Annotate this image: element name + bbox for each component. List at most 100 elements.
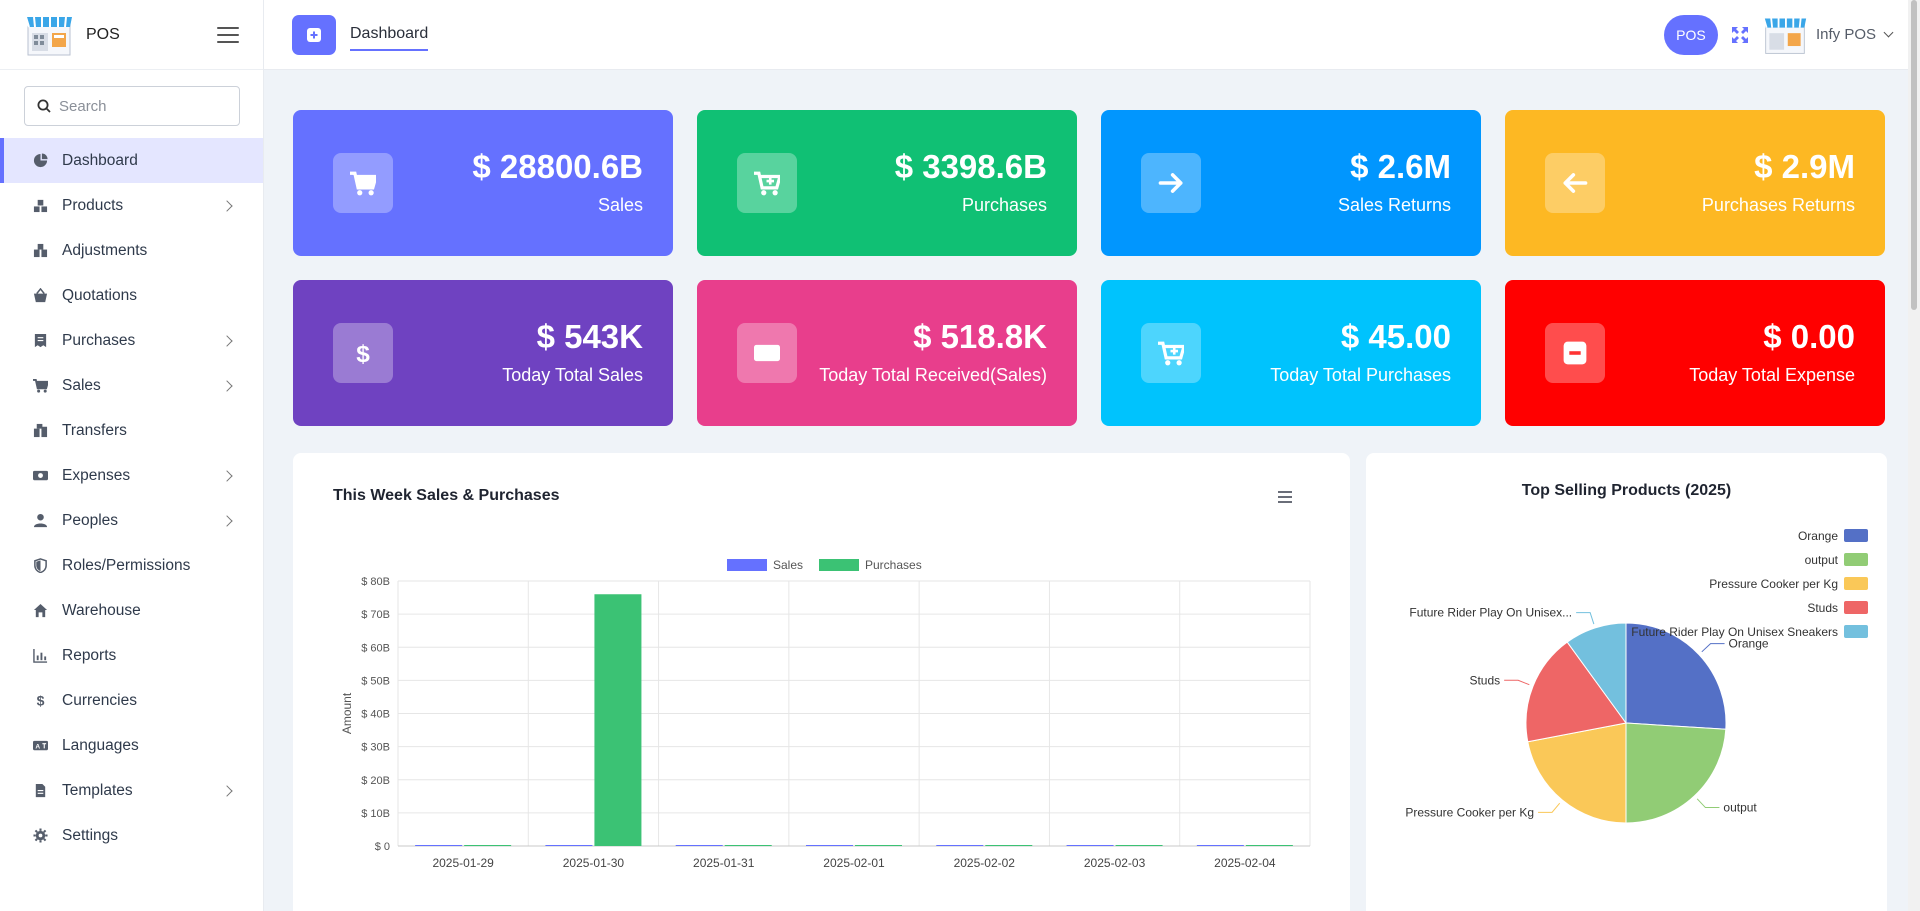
bar-purchases[interactable] xyxy=(724,845,772,846)
bar-sales[interactable] xyxy=(545,845,593,846)
pie-slice-label: Future Rider Play On Unisex... xyxy=(1409,606,1572,620)
sidebar-item-peoples[interactable]: Peoples xyxy=(0,498,263,543)
bar-purchases[interactable] xyxy=(855,845,902,846)
bar-sales[interactable] xyxy=(806,845,853,846)
sidebar-item-settings[interactable]: Settings xyxy=(0,813,263,858)
legend-swatch[interactable] xyxy=(1844,553,1868,566)
store-logo-icon[interactable] xyxy=(24,13,74,57)
stat-value: $ 28800.6B xyxy=(472,148,643,185)
legend-swatch[interactable] xyxy=(1844,601,1868,614)
sidebar-item-products[interactable]: Products xyxy=(0,183,263,228)
legend-swatch[interactable] xyxy=(819,559,859,571)
legend-swatch[interactable] xyxy=(727,559,767,571)
sidebar-item-dashboard[interactable]: Dashboard xyxy=(0,138,263,183)
stat-card-purchases-returns[interactable]: $ 2.9M Purchases Returns xyxy=(1505,110,1885,256)
bar-sales[interactable] xyxy=(415,845,463,846)
stat-cards: $ 28800.6B Sales $ 3398.6B Purchases $ 2… xyxy=(293,110,1887,426)
pie-slice[interactable] xyxy=(1527,722,1627,824)
legend-swatch[interactable] xyxy=(1844,577,1868,590)
chevron-down-icon[interactable] xyxy=(1883,27,1894,38)
chevron-right-icon xyxy=(221,784,233,797)
legend-swatch[interactable] xyxy=(1844,529,1868,542)
legend-label[interactable]: Purchases xyxy=(865,558,922,572)
sidebar-item-transfers[interactable]: Transfers xyxy=(0,408,263,453)
legend-label[interactable]: Studs xyxy=(1807,601,1838,615)
stat-card-purchases[interactable]: $ 3398.6B Purchases xyxy=(697,110,1077,256)
sidebar-item-purchases[interactable]: Purchases xyxy=(0,318,263,363)
stat-label: Sales xyxy=(597,195,643,215)
bar-sales[interactable] xyxy=(1196,845,1244,846)
page-scrollbar[interactable] xyxy=(1908,0,1920,911)
sidebar-item-roles-permissions[interactable]: Roles/Permissions xyxy=(0,543,263,588)
y-tick-label: $ 60B xyxy=(361,642,390,654)
pie-slice-label: output xyxy=(1723,801,1757,815)
sidebar-item-languages[interactable]: A Languages xyxy=(0,723,263,768)
sidebar-item-quotations[interactable]: Quotations xyxy=(0,273,263,318)
sidebar-item-label: Warehouse xyxy=(62,601,141,619)
fullscreen-icon[interactable] xyxy=(1730,25,1750,45)
pos-button[interactable]: POS xyxy=(1663,14,1718,55)
sidebar-item-expenses[interactable]: Expenses xyxy=(0,453,263,498)
sidebar-item-label: Purchases xyxy=(62,331,136,349)
stat-card-sales[interactable]: $ 28800.6B Sales xyxy=(293,110,673,256)
legend-label[interactable]: Pressure Cooker per Kg xyxy=(1709,577,1838,591)
x-tick-label: 2025-02-03 xyxy=(1084,856,1146,870)
stat-value: $ 45.00 xyxy=(1340,318,1451,355)
sidebar-item-templates[interactable]: Templates xyxy=(0,768,263,813)
bar-sales[interactable] xyxy=(675,845,723,846)
stat-card-today-total-purchases[interactable]: $ 45.00 Today Total Purchases xyxy=(1101,280,1481,426)
stat-card-today-total-received-sales[interactable]: $ 518.8K Today Total Received(Sales) xyxy=(697,280,1077,426)
stat-card-sales-returns[interactable]: $ 2.6M Sales Returns xyxy=(1101,110,1481,256)
dashboard-button[interactable] xyxy=(292,14,336,55)
search-box[interactable] xyxy=(24,86,240,126)
sidebar-item-warehouse[interactable]: Warehouse xyxy=(0,588,263,633)
sidebar-item-sales[interactable]: Sales xyxy=(0,363,263,408)
sidebar-item-currencies[interactable]: $ Currencies xyxy=(0,678,263,723)
stat-value: $ 543K xyxy=(536,318,643,355)
pie-label-line xyxy=(1504,679,1530,686)
top-selling-panel: Top Selling Products (2025) Orange output… xyxy=(1366,453,1887,911)
legend-label[interactable]: Sales xyxy=(773,558,803,572)
x-tick-label: 2025-01-29 xyxy=(432,856,494,870)
pie-slice[interactable] xyxy=(1625,722,1727,824)
legend-label[interactable]: Orange xyxy=(1798,529,1838,543)
legend-label[interactable]: Future Rider Play On Unisex Sneakers xyxy=(1631,625,1838,639)
bar-sales[interactable] xyxy=(936,845,984,846)
y-tick-label: $ 40B xyxy=(361,709,390,721)
bar-purchases[interactable] xyxy=(464,845,512,846)
x-tick-label: 2025-02-04 xyxy=(1214,856,1276,870)
weekly-bar-chart: $ 0 $ 10B $ 20B $ 30B $ 40B $ 50B $ 60B $ 70B $ … xyxy=(340,558,1311,870)
sidebar-item-label: Transfers xyxy=(62,421,127,439)
stat-card-today-total-expense[interactable]: $ 0.00 Today Total Expense xyxy=(1505,280,1885,426)
transfers-icon xyxy=(32,423,48,439)
legend-swatch[interactable] xyxy=(1844,625,1868,638)
chart-menu-icon[interactable] xyxy=(1278,491,1292,503)
sidebar-item-reports[interactable]: Reports xyxy=(0,633,263,678)
sidebar-item-label: Expenses xyxy=(62,466,131,484)
legend-label[interactable]: output xyxy=(1805,553,1839,567)
tab-dashboard[interactable]: Dashboard xyxy=(350,19,429,51)
user-name[interactable]: Infy POS xyxy=(1815,26,1876,43)
money-icon xyxy=(737,323,797,383)
pie-slice[interactable] xyxy=(1525,641,1627,743)
bar-sales[interactable] xyxy=(1066,845,1114,846)
pie-slice[interactable] xyxy=(1625,622,1727,730)
sidebar-item-adjustments[interactable]: Adjustments xyxy=(0,228,263,273)
language-icon: A xyxy=(32,738,48,754)
search-input[interactable] xyxy=(59,97,219,115)
file-icon xyxy=(32,783,48,799)
cart-icon xyxy=(333,153,393,213)
y-tick-label: $ 70B xyxy=(361,609,390,621)
y-tick-label: $ 50B xyxy=(361,675,390,687)
bar-purchases[interactable] xyxy=(594,594,642,846)
stat-value: $ 2.6M xyxy=(1350,148,1451,185)
stat-label: Today Total Expense xyxy=(1689,365,1855,385)
pie-slice-label: Pressure Cooker per Kg xyxy=(1405,805,1534,819)
stat-card-today-total-sales[interactable]: $ $ 543K Today Total Sales xyxy=(293,280,673,426)
sidebar-toggle-button[interactable] xyxy=(217,26,239,43)
bar-purchases[interactable] xyxy=(1115,845,1163,846)
bar-purchases[interactable] xyxy=(1245,845,1293,846)
user-avatar[interactable] xyxy=(1762,14,1808,56)
bar-purchases[interactable] xyxy=(985,845,1033,846)
pie-slice[interactable] xyxy=(1566,622,1627,725)
